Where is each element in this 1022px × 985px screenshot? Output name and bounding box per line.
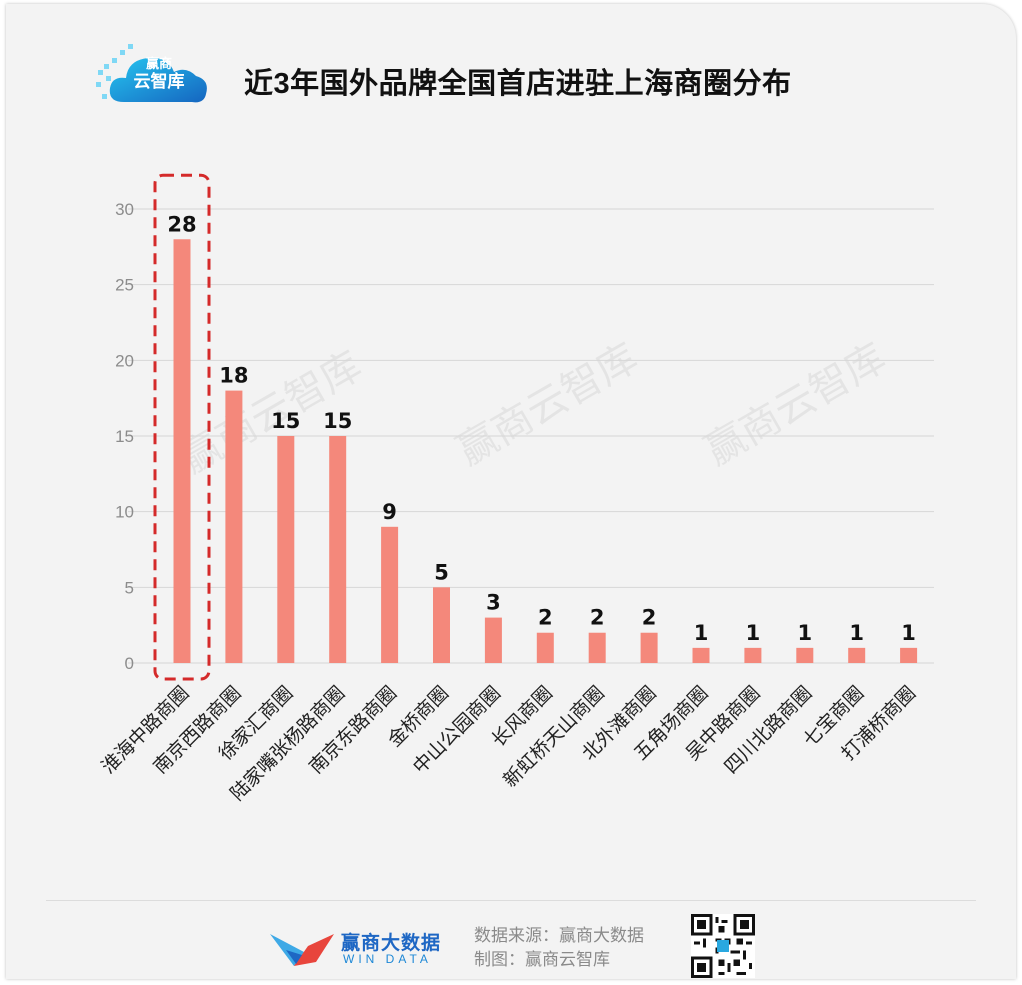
bar	[536, 632, 554, 663]
watermark-text: 赢商云智库	[697, 335, 893, 475]
footer-divider	[46, 900, 976, 901]
data-label: 2	[642, 606, 657, 630]
data-label: 1	[746, 621, 761, 645]
bar	[433, 587, 450, 663]
highlight-box	[153, 173, 211, 681]
source-note: 数据来源：赢商大数据 制图：赢商云智库	[474, 924, 644, 972]
data-label: 15	[271, 409, 300, 433]
y-tick-label: 20	[115, 351, 134, 370]
y-tick-label: 0	[125, 654, 134, 673]
grid-lines	[128, 208, 934, 664]
data-label: 1	[797, 621, 812, 645]
data-label: 9	[382, 500, 397, 524]
brand-name: 赢商大数据	[341, 933, 442, 954]
bar	[277, 436, 295, 663]
bar	[692, 647, 710, 663]
bar	[900, 647, 918, 663]
data-label: 1	[901, 621, 916, 645]
bar	[173, 239, 191, 663]
bar	[329, 436, 347, 663]
logo-wordmark: 赢商 云智库	[133, 56, 185, 91]
chart-card: 赢商 云智库 近3年国外品牌全国首店进驻上海商圈分布 赢商云智库 赢商云智库 赢商云…	[6, 4, 1016, 979]
bar	[640, 632, 658, 663]
y-tick-label: 15	[115, 427, 134, 446]
x-axis-labels: 淮海中路商圈南京西路商圈徐家汇商圈陆家嘴张杨路商圈南京东路商圈金桥商圈中山公园商…	[97, 682, 920, 805]
brand-sub: WIN DATA	[343, 952, 432, 966]
cloud-logo-icon	[96, 44, 207, 103]
y-tick-label: 10	[115, 503, 134, 522]
chart-title: 近3年国外品牌全国首店进驻上海商圈分布	[244, 68, 792, 100]
watermark-text: 赢商云智库	[449, 335, 645, 475]
source-line: 数据来源：赢商大数据	[474, 926, 644, 945]
bar	[225, 390, 243, 663]
bar	[588, 632, 606, 663]
credit-line: 制图：赢商云智库	[474, 950, 610, 969]
data-label: 3	[486, 591, 501, 615]
data-labels: 28 18 15 15 9 5 3 2 2 2 1 1 1 1 1	[167, 212, 916, 645]
data-label: 18	[219, 364, 248, 388]
data-label: 28	[167, 212, 196, 236]
data-label: 15	[323, 409, 352, 433]
data-label: 1	[849, 621, 864, 645]
y-axis-ticks: 0 5 10 15 20 25 30	[115, 200, 134, 673]
data-label: 2	[590, 606, 605, 630]
bar	[484, 617, 502, 663]
data-label: 5	[434, 560, 449, 584]
y-tick-label: 5	[125, 578, 134, 597]
data-label: 1	[694, 621, 709, 645]
y-tick-label: 30	[115, 200, 134, 219]
brand-logo-icon	[270, 934, 334, 966]
bar	[744, 647, 762, 663]
data-label: 2	[538, 606, 553, 630]
bar	[848, 647, 866, 663]
y-tick-label: 25	[115, 276, 134, 295]
qr-code-icon	[691, 914, 755, 978]
bars	[173, 239, 918, 663]
bar	[796, 647, 814, 663]
bar	[381, 526, 399, 663]
